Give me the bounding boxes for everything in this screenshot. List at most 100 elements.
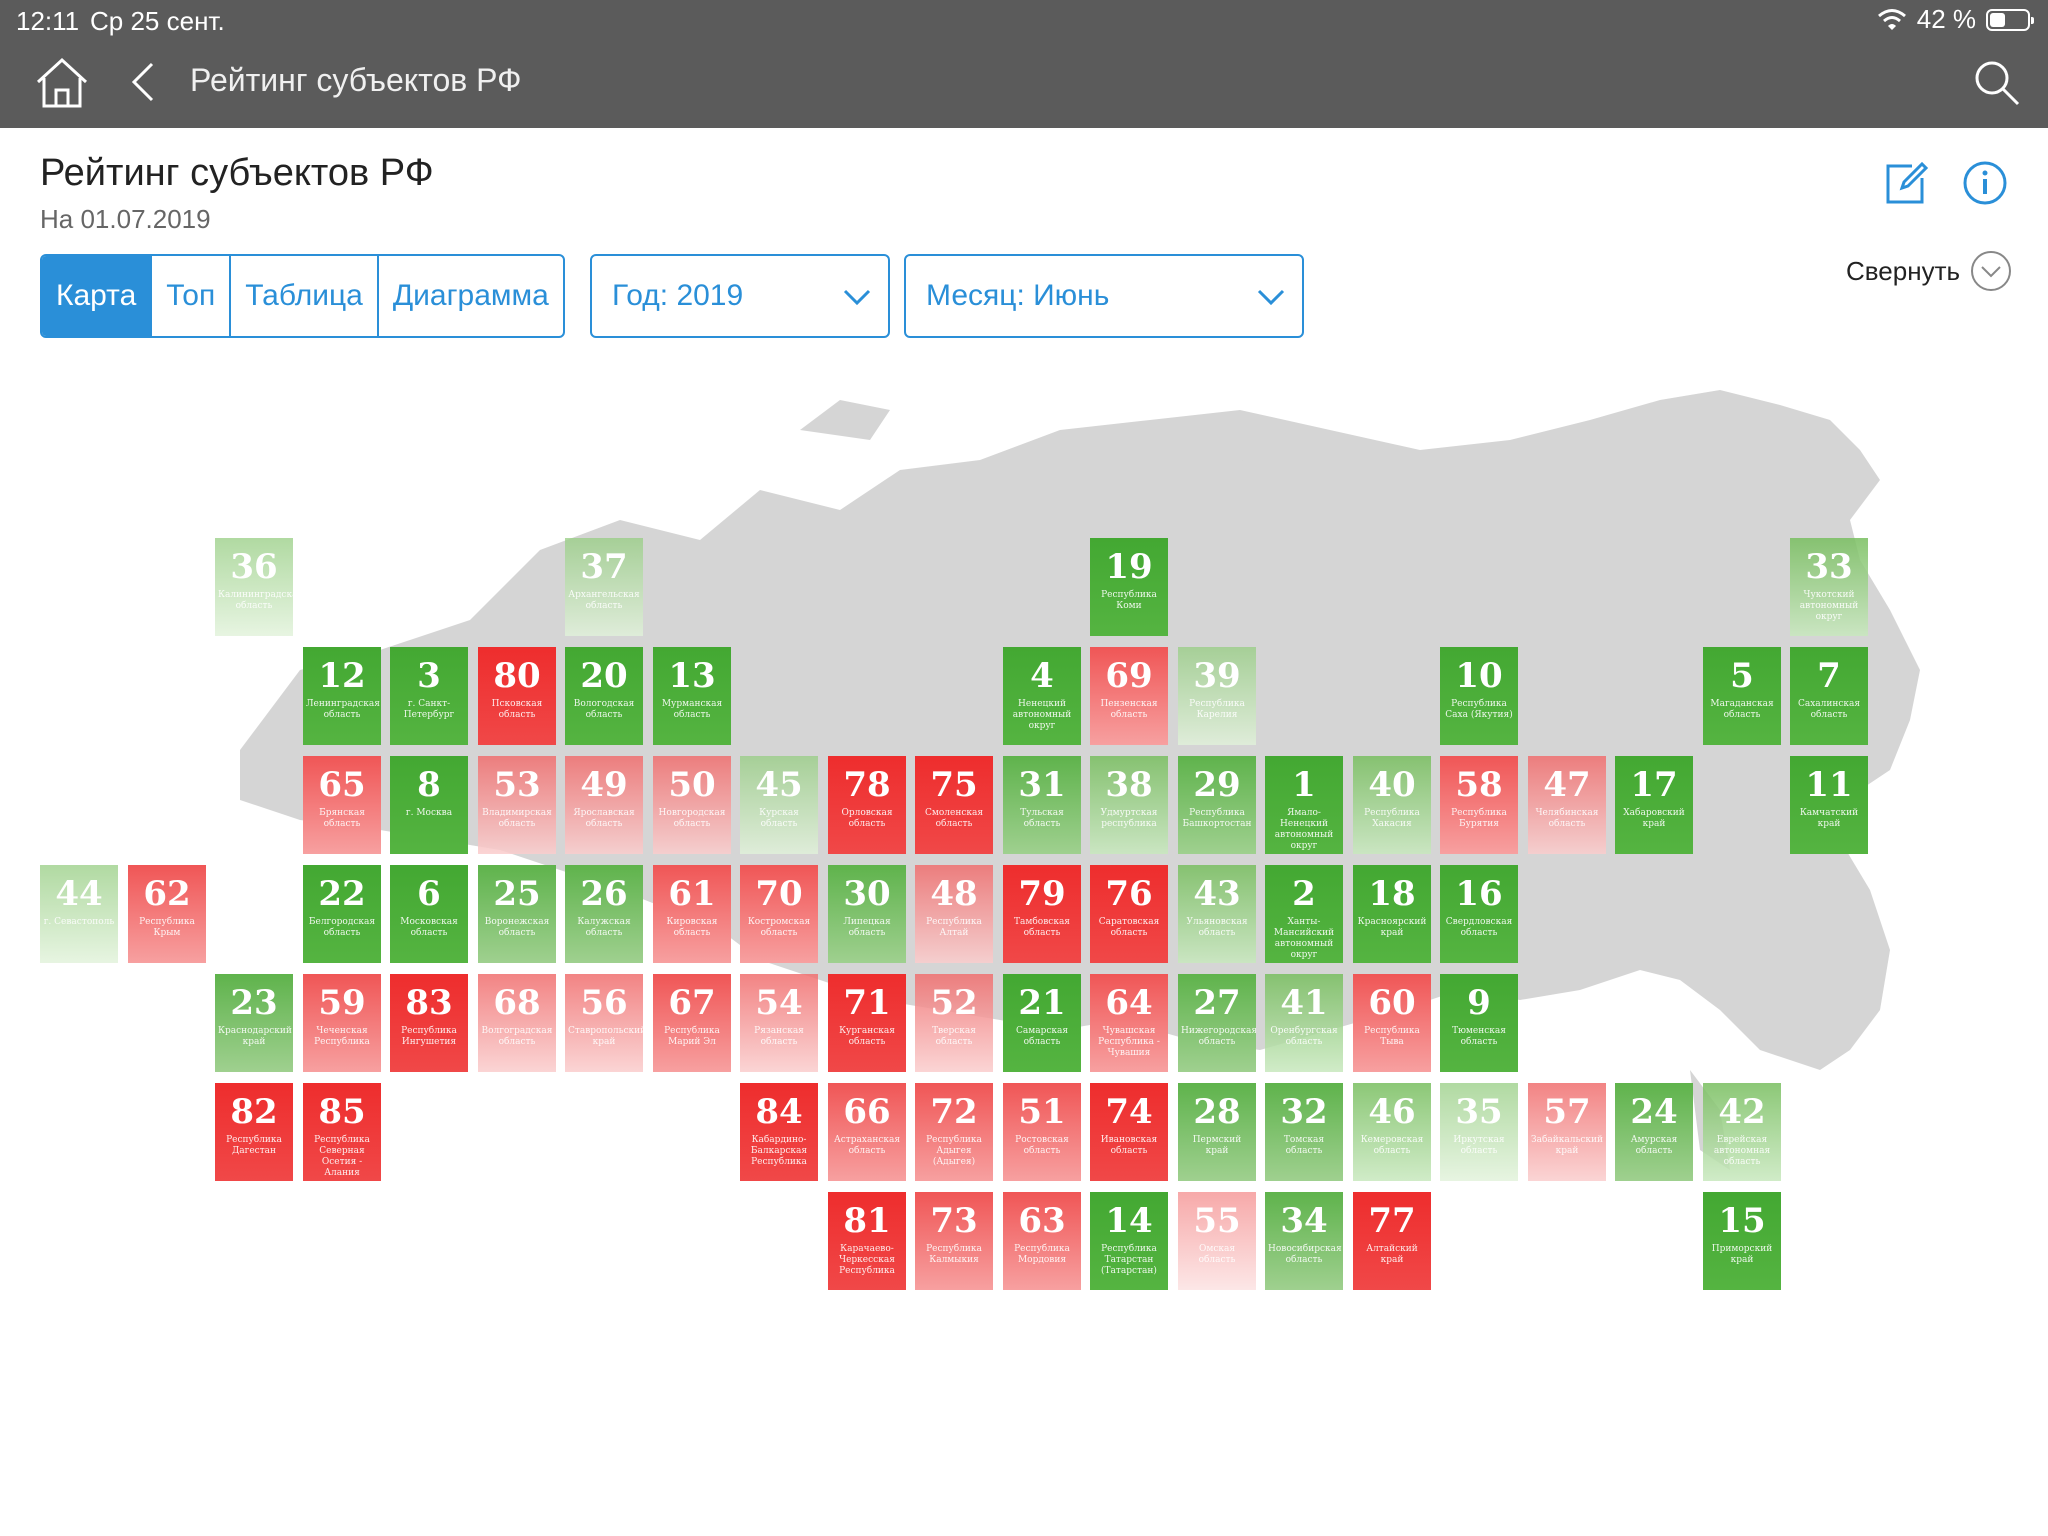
region-tile[interactable]: 21 Самарская область	[1003, 974, 1081, 1072]
region-tile[interactable]: 19 Республика Коми	[1090, 538, 1168, 636]
region-tile[interactable]: 61 Кировская область	[653, 865, 731, 963]
year-select[interactable]: Год: 2019	[590, 254, 890, 338]
region-tile[interactable]: 62 Республика Крым	[128, 865, 206, 963]
region-tile[interactable]: 66 Астраханская область	[828, 1083, 906, 1181]
region-tile[interactable]: 69 Пензенская область	[1090, 647, 1168, 745]
region-tile[interactable]: 27 Нижегородская область	[1178, 974, 1256, 1072]
region-tile[interactable]: 14 Республика Татарстан (Татарстан)	[1090, 1192, 1168, 1290]
region-name: г. Севастополь	[43, 917, 115, 927]
region-tile[interactable]: 40 Республика Хакасия	[1353, 756, 1431, 854]
region-tile[interactable]: 24 Амурская область	[1615, 1083, 1693, 1181]
region-tile[interactable]: 44 г. Севастополь	[40, 865, 118, 963]
region-tile[interactable]: 67 Республика Марий Эл	[653, 974, 731, 1072]
region-tile[interactable]: 85 Республика Северная Осетия - Алания	[303, 1083, 381, 1181]
region-tile[interactable]: 35 Иркутская область	[1440, 1083, 1518, 1181]
region-tile[interactable]: 76 Саратовская область	[1090, 865, 1168, 963]
region-tile[interactable]: 34 Новосибирская область	[1265, 1192, 1343, 1290]
region-tile[interactable]: 74 Ивановская область	[1090, 1083, 1168, 1181]
region-tile[interactable]: 12 Ленинградская область	[303, 647, 381, 745]
tab-top[interactable]: Топ	[150, 256, 229, 336]
region-tile[interactable]: 39 Республика Карелия	[1178, 647, 1256, 745]
info-icon[interactable]	[1962, 160, 2008, 206]
region-tile[interactable]: 72 Республика Адыгея (Адыгея)	[915, 1083, 993, 1181]
region-tile[interactable]: 49 Ярославская область	[565, 756, 643, 854]
region-tile[interactable]: 71 Курганская область	[828, 974, 906, 1072]
tab-table[interactable]: Таблица	[229, 256, 377, 336]
region-tile[interactable]: 1 Ямало-Ненецкий автономный округ	[1265, 756, 1343, 854]
region-tile[interactable]: 20 Вологодская область	[565, 647, 643, 745]
region-tile[interactable]: 32 Томская область	[1265, 1083, 1343, 1181]
region-tile[interactable]: 25 Воронежская область	[478, 865, 556, 963]
region-tile[interactable]: 68 Волгоградская область	[478, 974, 556, 1072]
region-tile[interactable]: 78 Орловская область	[828, 756, 906, 854]
region-tile[interactable]: 70 Костромская область	[740, 865, 818, 963]
region-tile[interactable]: 37 Архангельская область	[565, 538, 643, 636]
region-tile[interactable]: 30 Липецкая область	[828, 865, 906, 963]
region-tile[interactable]: 3 г. Санкт-Петербург	[390, 647, 468, 745]
region-tile[interactable]: 23 Краснодарский край	[215, 974, 293, 1072]
region-tile[interactable]: 4 Ненецкий автономный округ	[1003, 647, 1081, 745]
region-tile[interactable]: 38 Удмуртская республика	[1090, 756, 1168, 854]
region-tile[interactable]: 59 Чеченская Республика	[303, 974, 381, 1072]
region-name: Рязанская область	[754, 1026, 804, 1047]
region-tile[interactable]: 31 Тульская область	[1003, 756, 1081, 854]
region-tile[interactable]: 60 Республика Тыва	[1353, 974, 1431, 1072]
home-icon[interactable]	[34, 54, 90, 110]
region-tile[interactable]: 26 Калужская область	[565, 865, 643, 963]
region-tile[interactable]: 18 Красноярский край	[1353, 865, 1431, 963]
region-tile[interactable]: 82 Республика Дагестан	[215, 1083, 293, 1181]
region-tile[interactable]: 57 Забайкальский край	[1528, 1083, 1606, 1181]
region-tile[interactable]: 75 Смоленская область	[915, 756, 993, 854]
region-tile[interactable]: 13 Мурманская область	[653, 647, 731, 745]
tab-map[interactable]: Карта	[42, 256, 151, 336]
region-name: Нижегородская область	[1181, 1026, 1256, 1047]
region-tile[interactable]: 7 Сахалинская область	[1790, 647, 1868, 745]
region-tile[interactable]: 41 Оренбургская область	[1265, 974, 1343, 1072]
back-chevron-icon[interactable]	[128, 60, 158, 104]
region-tile[interactable]: 64 Чувашская Республика - Чувашия	[1090, 974, 1168, 1072]
region-tile[interactable]: 47 Челябинская область	[1528, 756, 1606, 854]
region-tile[interactable]: 6 Московская область	[390, 865, 468, 963]
region-tile[interactable]: 81 Карачаево-Черкесская Республика	[828, 1192, 906, 1290]
region-tile[interactable]: 79 Тамбовская область	[1003, 865, 1081, 963]
month-select[interactable]: Месяц: Июнь	[904, 254, 1304, 338]
region-tile[interactable]: 15 Приморский край	[1703, 1192, 1781, 1290]
region-tile[interactable]: 51 Ростовская область	[1003, 1083, 1081, 1181]
region-tile[interactable]: 73 Республика Калмыкия	[915, 1192, 993, 1290]
region-tile[interactable]: 56 Ставропольский край	[565, 974, 643, 1072]
region-tile[interactable]: 45 Курская область	[740, 756, 818, 854]
region-tile[interactable]: 16 Свердловская область	[1440, 865, 1518, 963]
region-tile[interactable]: 42 Еврейская автономная область	[1703, 1083, 1781, 1181]
region-tile[interactable]: 50 Новгородская область	[653, 756, 731, 854]
region-tile[interactable]: 9 Тюменская область	[1440, 974, 1518, 1072]
tab-diagram[interactable]: Диаграмма	[376, 256, 563, 336]
region-tile[interactable]: 43 Ульяновская область	[1178, 865, 1256, 963]
region-tile[interactable]: 8 г. Москва	[390, 756, 468, 854]
region-tile[interactable]: 58 Республика Бурятия	[1440, 756, 1518, 854]
region-tile[interactable]: 63 Республика Мордовия	[1003, 1192, 1081, 1290]
region-tile[interactable]: 11 Камчатский край	[1790, 756, 1868, 854]
region-tile[interactable]: 48 Республика Алтай	[915, 865, 993, 963]
region-tile[interactable]: 83 Республика Ингушетия	[390, 974, 468, 1072]
search-icon[interactable]	[1972, 58, 2022, 108]
region-tile[interactable]: 55 Омская область	[1178, 1192, 1256, 1290]
region-tile[interactable]: 17 Хабаровский край	[1615, 756, 1693, 854]
region-tile[interactable]: 77 Алтайский край	[1353, 1192, 1431, 1290]
region-tile[interactable]: 29 Республика Башкортостан	[1178, 756, 1256, 854]
region-tile[interactable]: 33 Чукотский автономный округ	[1790, 538, 1868, 636]
region-tile[interactable]: 53 Владимирская область	[478, 756, 556, 854]
region-tile[interactable]: 10 Республика Саха (Якутия)	[1440, 647, 1518, 745]
region-tile[interactable]: 5 Магаданская область	[1703, 647, 1781, 745]
region-tile[interactable]: 80 Псковская область	[478, 647, 556, 745]
region-tile[interactable]: 28 Пермский край	[1178, 1083, 1256, 1181]
region-tile[interactable]: 54 Рязанская область	[740, 974, 818, 1072]
region-tile[interactable]: 52 Тверская область	[915, 974, 993, 1072]
region-tile[interactable]: 84 Кабардино-Балкарская Республика	[740, 1083, 818, 1181]
region-tile[interactable]: 22 Белгородская область	[303, 865, 381, 963]
region-tile[interactable]: 36 Калининградская область	[215, 538, 293, 636]
edit-icon[interactable]	[1882, 158, 1930, 206]
region-tile[interactable]: 2 Ханты-Мансийский автономный округ	[1265, 865, 1343, 963]
region-tile[interactable]: 46 Кемеровская область	[1353, 1083, 1431, 1181]
region-tile[interactable]: 65 Брянская область	[303, 756, 381, 854]
collapse-button[interactable]: Свернуть	[1846, 250, 2012, 292]
